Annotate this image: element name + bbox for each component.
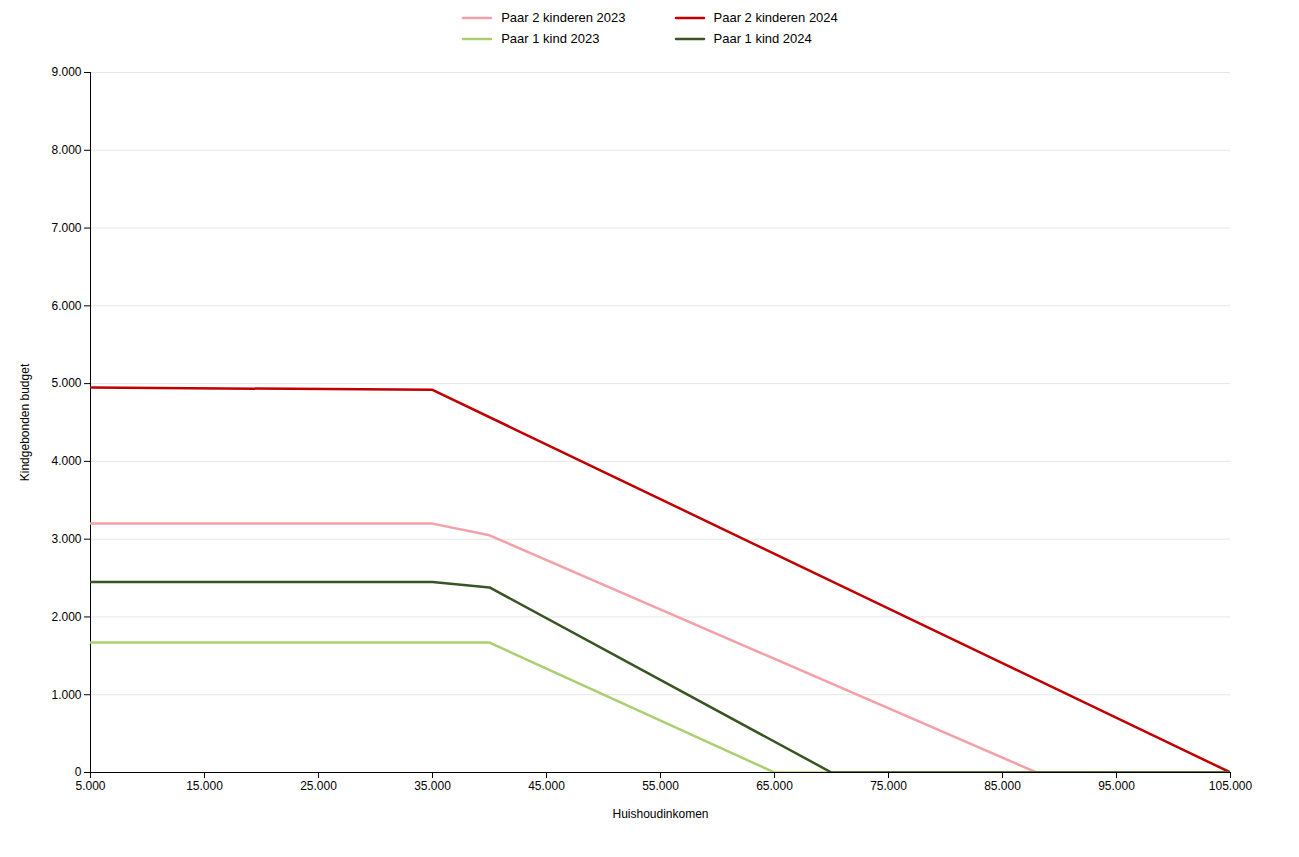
svg-text:3.000: 3.000 xyxy=(51,532,81,546)
svg-text:75.000: 75.000 xyxy=(870,779,907,793)
svg-text:55.000: 55.000 xyxy=(642,779,679,793)
html-text:Paar 2 kinderen 2024: Paar 2 kinderen 2024 xyxy=(713,10,838,25)
svg-text:6.000: 6.000 xyxy=(51,299,81,313)
html-text:Paar 1 kind 2024: Paar 1 kind 2024 xyxy=(713,31,812,46)
svg-text:Kindgebonden budget: Kindgebonden budget xyxy=(18,363,32,481)
svg-text:Huishoudinkomen: Huishoudinkomen xyxy=(612,807,708,821)
svg-text:0: 0 xyxy=(75,765,82,779)
svg-text:7.000: 7.000 xyxy=(51,221,81,235)
svg-text:45.000: 45.000 xyxy=(528,779,565,793)
svg-text:25.000: 25.000 xyxy=(300,779,337,793)
svg-text:5.000: 5.000 xyxy=(51,376,81,390)
html-text:Paar 2 kinderen 2023: Paar 2 kinderen 2023 xyxy=(501,10,626,25)
svg-text:95.000: 95.000 xyxy=(1098,779,1135,793)
svg-text:35.000: 35.000 xyxy=(414,779,451,793)
svg-text:1.000: 1.000 xyxy=(51,688,81,702)
svg-text:15.000: 15.000 xyxy=(186,779,223,793)
svg-text:85.000: 85.000 xyxy=(984,779,1021,793)
svg-text:4.000: 4.000 xyxy=(51,454,81,468)
svg-text:9.000: 9.000 xyxy=(51,65,81,79)
svg-text:65.000: 65.000 xyxy=(756,779,793,793)
svg-text:2.000: 2.000 xyxy=(51,610,81,624)
html-text:Paar 1 kind 2023: Paar 1 kind 2023 xyxy=(501,31,600,46)
svg-text:8.000: 8.000 xyxy=(51,143,81,157)
svg-text:105.000: 105.000 xyxy=(1209,779,1253,793)
svg-text:5.000: 5.000 xyxy=(75,779,105,793)
